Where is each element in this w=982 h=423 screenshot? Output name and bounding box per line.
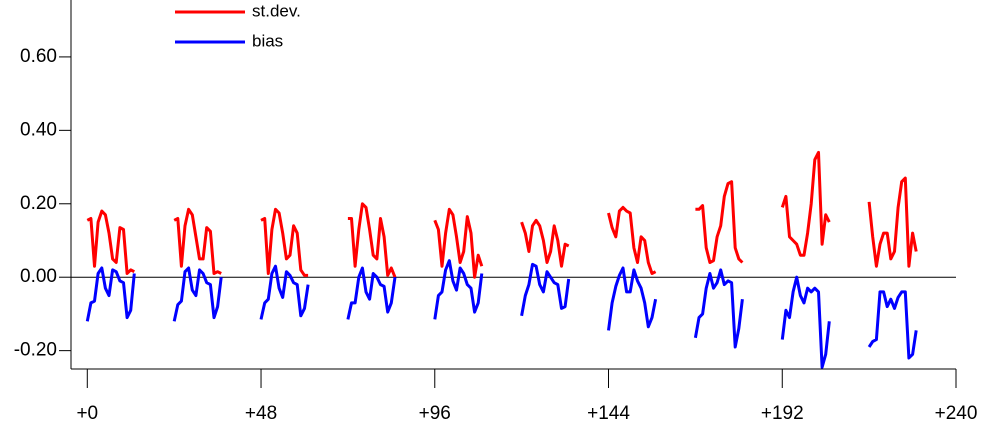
y-tick-label: 0.60 — [20, 46, 57, 67]
x-tick-label: +192 — [761, 403, 804, 423]
x-tick-label: +96 — [419, 403, 451, 423]
legend-label: bias — [252, 31, 283, 50]
y-tick-label: 0.40 — [20, 119, 57, 140]
y-tick-label: 0.00 — [20, 266, 57, 287]
x-tick-label: +240 — [935, 403, 978, 423]
y-tick-label: -0.20 — [14, 340, 57, 361]
y-tick-label: 0.20 — [20, 193, 57, 214]
series-line — [85, 259, 918, 369]
legend-label: st.dev. — [252, 1, 301, 20]
series-line — [86, 150, 918, 279]
x-tick-label: +144 — [587, 403, 630, 423]
x-tick-label: +0 — [76, 403, 98, 423]
x-tick-label: +48 — [245, 403, 277, 423]
